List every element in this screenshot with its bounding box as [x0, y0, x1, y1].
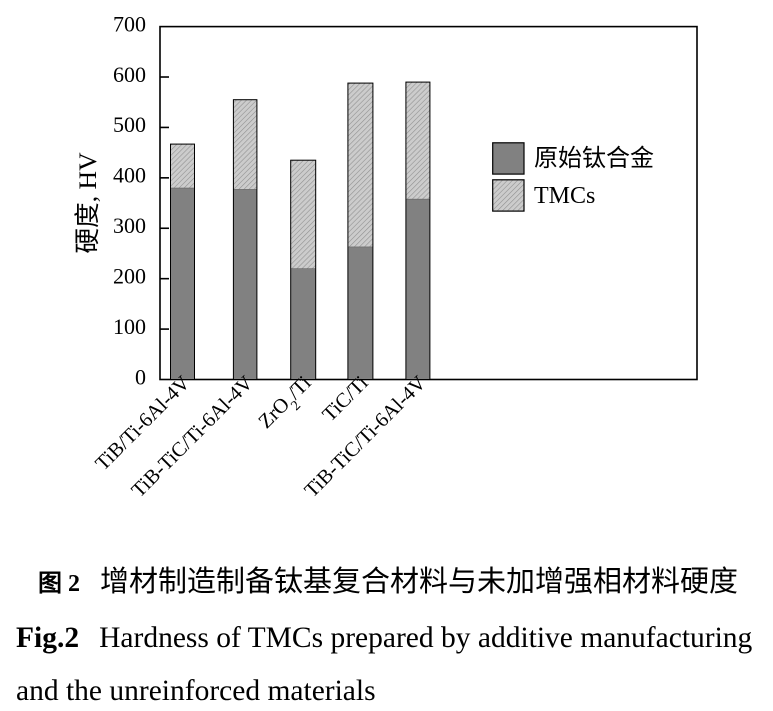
svg-text:ZrO2/Ti: ZrO2/Ti	[254, 372, 320, 438]
svg-text:原始钛合金: 原始钛合金	[534, 145, 654, 172]
svg-text:400: 400	[113, 163, 146, 188]
svg-text:700: 700	[113, 12, 146, 37]
svg-text:600: 600	[113, 62, 146, 87]
svg-text:500: 500	[113, 112, 146, 137]
svg-text:100: 100	[113, 314, 146, 339]
svg-text:硬度, HV: 硬度, HV	[73, 152, 102, 254]
svg-text:0: 0	[135, 364, 146, 389]
svg-text:300: 300	[113, 213, 146, 238]
svg-text:200: 200	[113, 264, 146, 289]
svg-text:TiB-TiC/Ti-6Al-4V: TiB-TiC/Ti-6Al-4V	[128, 372, 258, 502]
svg-text:TMCs: TMCs	[534, 183, 595, 209]
